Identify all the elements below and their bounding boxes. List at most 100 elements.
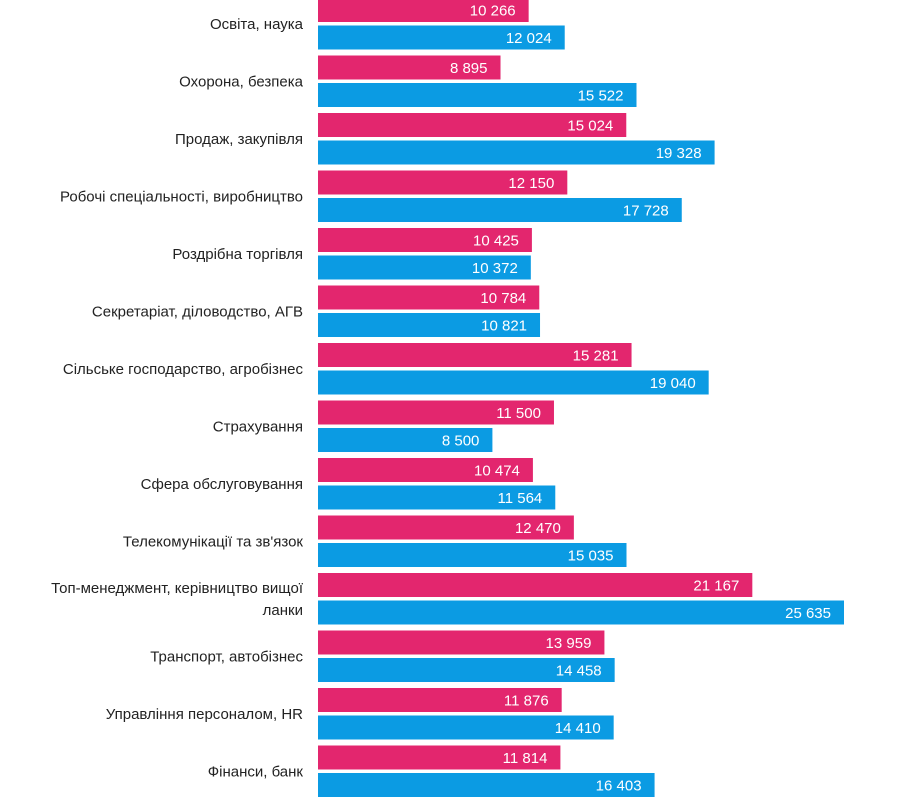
bar-series-1[interactable] xyxy=(318,745,561,770)
category-group: 8 895 15 522 Охорона, безпека xyxy=(179,55,637,107)
bar-value-label: 10 425 xyxy=(473,233,519,250)
bar-value-label: 16 403 xyxy=(596,778,642,795)
bar-series-1[interactable] xyxy=(318,630,605,655)
bar-series-1[interactable] xyxy=(318,343,632,367)
bar-series-2[interactable] xyxy=(318,255,531,280)
category-label-line: Управління персоналом, HR xyxy=(106,706,303,723)
bar-value-label: 10 821 xyxy=(481,318,527,335)
bar-value-label: 8 500 xyxy=(442,433,480,450)
bar-series-1[interactable] xyxy=(318,55,501,80)
bar-series-2[interactable] xyxy=(318,198,682,222)
bar-value-label: 14 458 xyxy=(556,663,602,680)
category-label-line: ланки xyxy=(263,602,303,619)
category-group: 10 474 11 564 Сфера обслуговування xyxy=(141,458,556,510)
category-label: Робочі спеціальності, виробництво xyxy=(60,188,303,205)
category-label: Транспорт, автобізнес xyxy=(150,648,303,665)
bar-value-label: 15 522 xyxy=(578,88,624,105)
category-label: Управління персоналом, HR xyxy=(106,706,303,723)
bar-value-label: 17 728 xyxy=(623,203,669,220)
bar-series-2[interactable] xyxy=(318,25,565,50)
bar-value-label: 8 895 xyxy=(450,60,488,77)
category-label-line: Сфера обслуговування xyxy=(141,476,303,493)
category-group: 10 425 10 372 Роздрібна торгівля xyxy=(172,228,532,280)
bar-series-2[interactable] xyxy=(318,140,715,165)
category-label-line: Страхування xyxy=(213,418,303,435)
category-label-line: Продаж, закупівля xyxy=(175,131,303,148)
category-group: 12 470 15 035 Телекомунікації та зв'язок xyxy=(123,515,627,567)
bar-value-label: 11 564 xyxy=(498,490,543,507)
category-label-line: Секретаріат, діловодство, АГВ xyxy=(92,303,303,320)
bar-series-1[interactable] xyxy=(318,285,540,310)
category-label-line: Освіта, наука xyxy=(210,16,304,33)
category-label: Освіта, наука xyxy=(210,16,304,33)
category-label: Страхування xyxy=(213,418,303,435)
bar-value-label: 21 167 xyxy=(693,578,739,595)
category-label-line: Охорона, безпека xyxy=(179,73,303,90)
bar-series-1[interactable] xyxy=(318,515,574,540)
category-label: Секретаріат, діловодство, АГВ xyxy=(92,303,303,320)
bar-series-1[interactable] xyxy=(318,170,568,195)
category-label-line: Робочі спеціальності, виробництво xyxy=(60,188,303,205)
category-label: Телекомунікації та зв'язок xyxy=(123,533,304,550)
category-group: 11 876 14 410 Управління персоналом, HR xyxy=(106,688,614,740)
category-group: 10 266 12 024 Освіта, наука xyxy=(210,0,565,50)
bar-series-2[interactable] xyxy=(318,600,844,625)
bar-series-1[interactable] xyxy=(318,228,532,252)
bar-value-label: 10 784 xyxy=(480,290,526,307)
category-label-line: Транспорт, автобізнес xyxy=(150,648,303,665)
category-label-line: Топ-менеджмент, керівництво вищої xyxy=(51,580,304,597)
category-group: 15 024 19 328 Продаж, закупівля xyxy=(175,113,715,165)
bar-value-label: 15 281 xyxy=(573,348,619,365)
bar-series-2[interactable] xyxy=(318,370,709,395)
bar-value-label: 10 372 xyxy=(472,260,518,277)
category-label: Продаж, закупівля xyxy=(175,131,303,148)
category-label: Сфера обслуговування xyxy=(141,476,303,493)
bar-value-label: 14 410 xyxy=(555,720,601,737)
bar-series-2[interactable] xyxy=(318,773,655,797)
bar-value-label: 11 814 xyxy=(503,750,548,767)
category-label: Охорона, безпека xyxy=(179,73,303,90)
category-group: 21 167 25 635 Топ-менеджмент, керівництво … xyxy=(51,573,844,625)
bar-value-label: 10 266 xyxy=(470,3,516,20)
category-group: 12 150 17 728 Робочі спеціальності, виробн… xyxy=(60,170,682,222)
bar-series-1[interactable] xyxy=(318,0,529,22)
bar-series-2[interactable] xyxy=(318,543,627,567)
category-group: 15 281 19 040 Сільське господарство, агроб… xyxy=(63,343,709,395)
category-group: 11 814 16 403 Фінанси, банк xyxy=(208,745,655,797)
bar-value-label: 10 474 xyxy=(474,463,520,480)
category-label: Топ-менеджмент, керівництво вищої ланки xyxy=(51,580,304,619)
bar-series-2[interactable] xyxy=(318,83,637,107)
category-label-line: Роздрібна торгівля xyxy=(172,246,303,263)
category-label: Роздрібна торгівля xyxy=(172,246,303,263)
category-label-line: Фінанси, банк xyxy=(208,763,304,780)
category-group: 11 500 8 500 Страхування xyxy=(213,400,554,452)
bar-value-label: 12 024 xyxy=(506,30,552,47)
bar-value-label: 12 470 xyxy=(515,520,561,537)
bar-series-1[interactable] xyxy=(318,400,554,425)
bar-series-1[interactable] xyxy=(318,113,627,137)
category-group: 13 959 14 458 Транспорт, автобізнес xyxy=(150,630,615,682)
bar-series-2[interactable] xyxy=(318,485,556,510)
bar-series-1[interactable] xyxy=(318,573,753,597)
bar-series-1[interactable] xyxy=(318,688,562,712)
bar-value-label: 19 040 xyxy=(650,375,696,392)
bar-value-label: 15 024 xyxy=(567,118,613,135)
category-label: Фінанси, банк xyxy=(208,763,304,780)
bar-series-2[interactable] xyxy=(318,658,615,682)
category-label-line: Сільське господарство, агробізнес xyxy=(63,361,304,378)
bar-value-label: 19 328 xyxy=(656,145,702,162)
bar-series-2[interactable] xyxy=(318,313,541,337)
bar-value-label: 13 959 xyxy=(546,635,592,652)
category-group: 10 784 10 821 Секретаріат, діловодство, АГ… xyxy=(92,285,541,337)
bar-value-label: 11 500 xyxy=(496,405,541,422)
bar-series-2[interactable] xyxy=(318,428,493,452)
bar-value-label: 11 876 xyxy=(504,693,549,710)
bar-series-1[interactable] xyxy=(318,458,533,482)
bar-value-label: 25 635 xyxy=(785,605,831,622)
bar-series-2[interactable] xyxy=(318,715,614,740)
bar-value-label: 15 035 xyxy=(568,548,614,565)
bar-value-label: 12 150 xyxy=(508,175,554,192)
category-label: Сільське господарство, агробізнес xyxy=(63,361,304,378)
